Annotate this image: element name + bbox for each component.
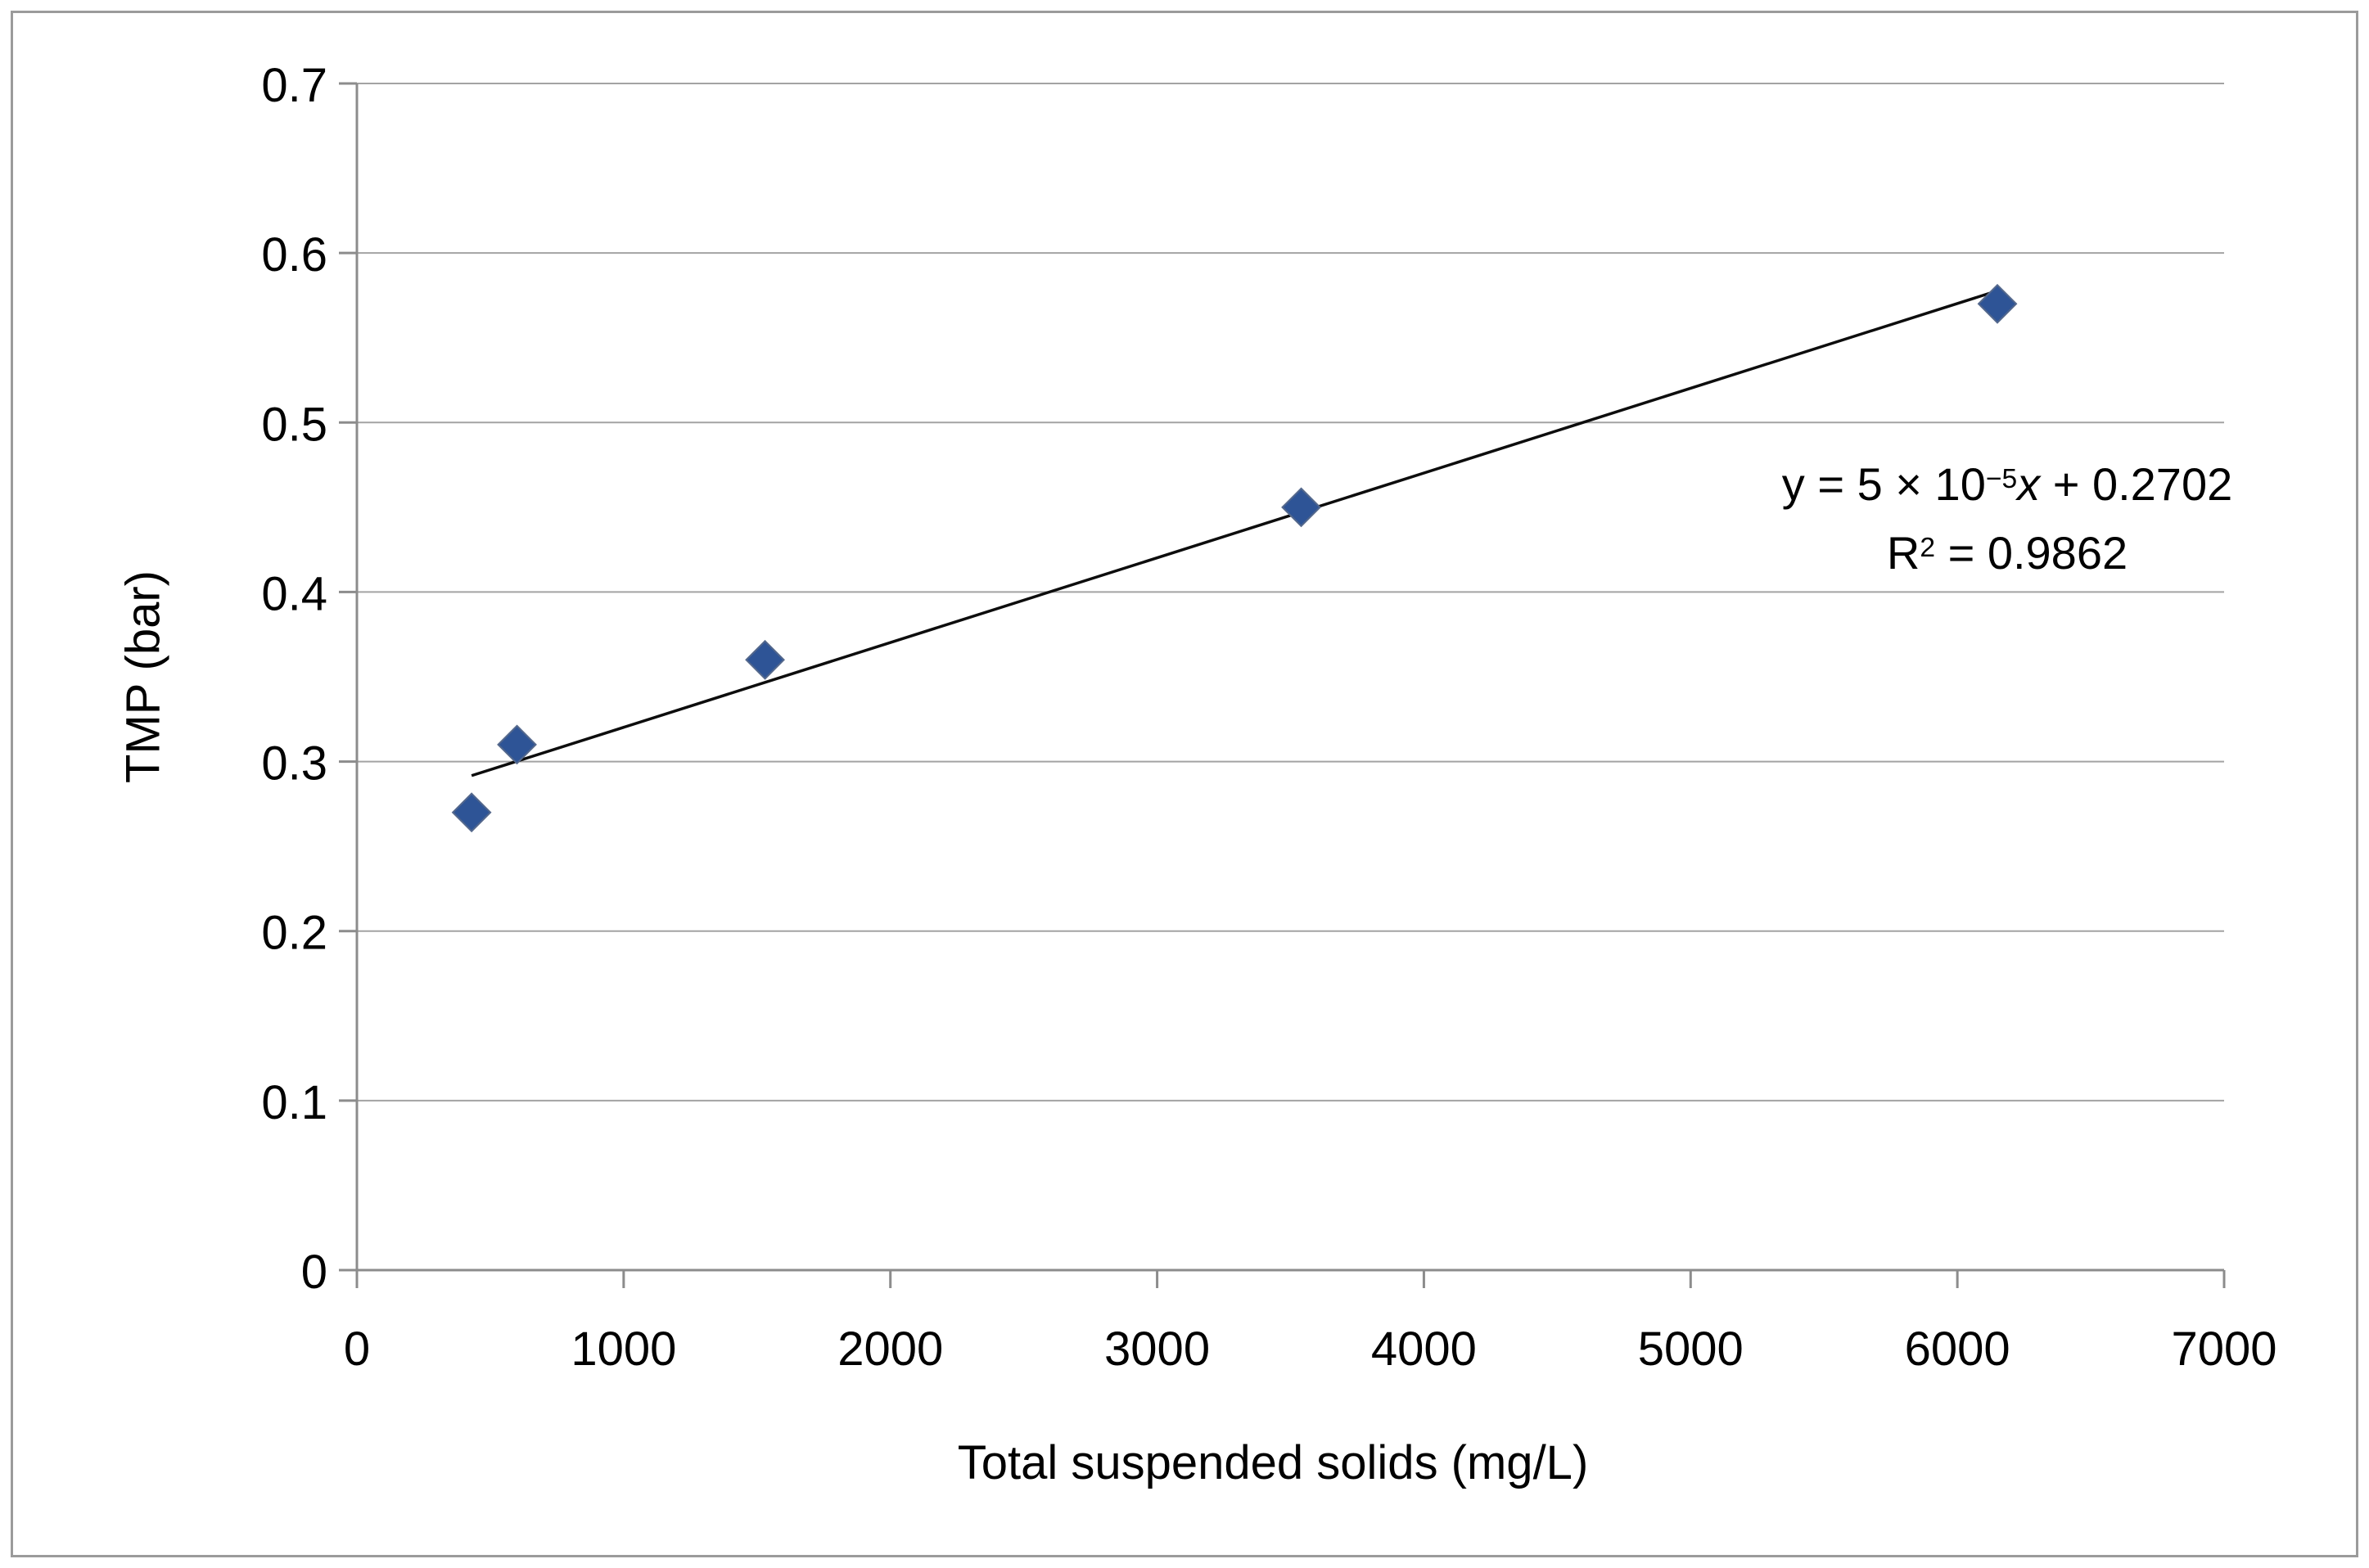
x-tick-label: 7000 bbox=[2171, 1322, 2276, 1376]
exponent: −5 bbox=[1985, 463, 2018, 494]
trendline-annotation: y = 5 × 10−5x + 0.2702 R2 = 0.9862 bbox=[1782, 453, 2232, 591]
trendline bbox=[471, 289, 1998, 777]
y-tick-label: 0.2 bbox=[261, 907, 327, 960]
y-tick-label: 0.4 bbox=[261, 567, 327, 620]
data-point-diamond bbox=[1977, 283, 2018, 324]
x-tick-label: 0 bbox=[344, 1322, 370, 1376]
y-axis-title: TMP (bar) bbox=[116, 570, 170, 783]
y-tick-label: 0 bbox=[301, 1246, 327, 1299]
x-tick-label: 5000 bbox=[1638, 1322, 1744, 1376]
r-squared-exponent: 2 bbox=[1920, 532, 1936, 563]
y-tick-label: 0.5 bbox=[261, 398, 327, 451]
y-tick-label: 0.7 bbox=[261, 59, 327, 112]
chart-outer-border bbox=[11, 11, 2358, 1557]
data-point-diamond bbox=[497, 724, 537, 765]
y-tick-label: 0.3 bbox=[261, 737, 327, 791]
x-tick-label: 6000 bbox=[1905, 1322, 2010, 1376]
x-tick-label: 3000 bbox=[1104, 1322, 1210, 1376]
data-point-diamond bbox=[451, 792, 492, 833]
y-tick-label: 0.1 bbox=[261, 1076, 327, 1129]
x-tick-label: 4000 bbox=[1371, 1322, 1477, 1376]
data-point-diamond bbox=[1281, 487, 1321, 528]
x-tick-label: 2000 bbox=[837, 1322, 943, 1376]
r-squared-line: R2 = 0.9862 bbox=[1886, 527, 2128, 579]
y-tick-label: 0.6 bbox=[261, 228, 327, 282]
x-tick-label: 1000 bbox=[571, 1322, 676, 1376]
x-axis-title: Total suspended solids (mg/L) bbox=[957, 1436, 1589, 1489]
trendline-equation-line: y = 5 × 10−5x + 0.2702 bbox=[1781, 458, 2233, 510]
data-point-diamond bbox=[745, 639, 785, 680]
